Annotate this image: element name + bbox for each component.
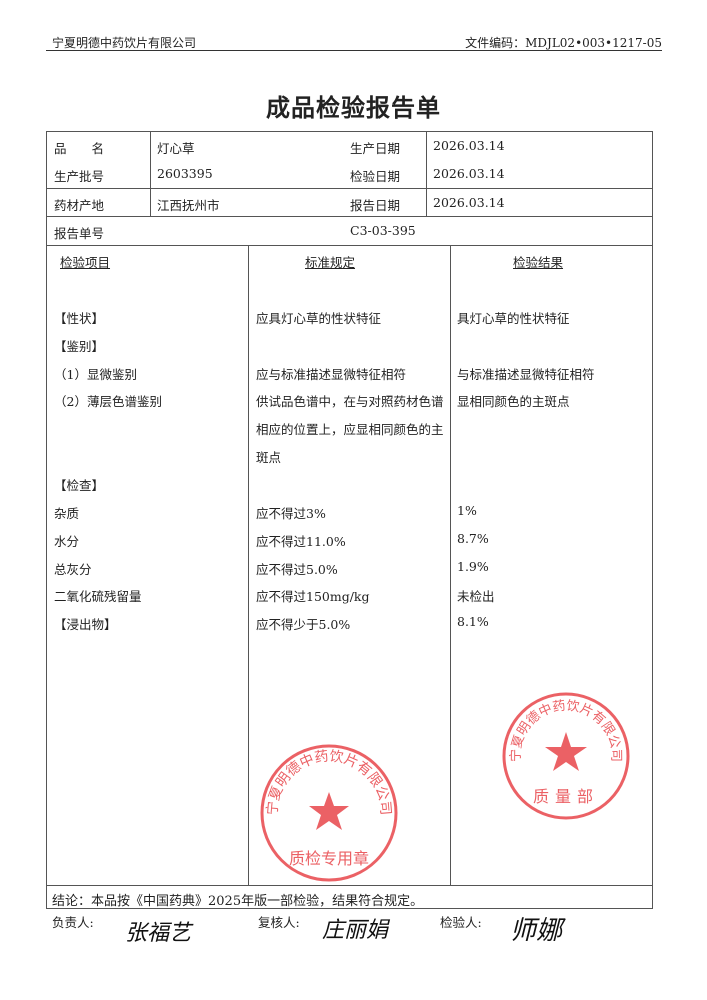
row-standard: 相应的位置上，应显相同颜色的主 (256, 422, 444, 437)
row-item: 杂质 (54, 506, 80, 521)
row-item: 【检查】 (54, 478, 105, 493)
origin-value: 江西抚州市 (157, 198, 220, 213)
row-item: 【鉴别】 (54, 339, 105, 354)
row-result: 与标准描述显微特征相符 (457, 367, 595, 382)
row-result: 1.9% (457, 559, 489, 574)
reviewer-label: 复核人: (258, 915, 300, 930)
prod-date-label: 生产日期 (350, 141, 401, 156)
row-item: 水分 (54, 534, 80, 549)
test-date-value: 2026.03.14 (433, 166, 505, 181)
row-result: 8.1% (457, 614, 489, 629)
row-standard: 应不得过3% (256, 506, 326, 521)
column-header-item: 检验项目 (60, 255, 111, 270)
report-date-label: 报告日期 (350, 198, 401, 213)
row-item: （1）显微鉴别 (54, 367, 137, 382)
row-standard: 应不得过11.0% (256, 534, 346, 549)
quality-dept-stamp: 宁夏明德中药饮片有限公司 质量部 (502, 692, 630, 820)
reviewer-signature: 庄丽娟 (322, 918, 389, 943)
header-divider (46, 50, 662, 51)
row-item: 【性状】 (54, 311, 105, 326)
row-result: 未检出 (457, 589, 495, 604)
report-no-label: 报告单号 (54, 226, 105, 241)
origin-label: 药材产地 (54, 198, 105, 213)
svg-text:质量部: 质量部 (533, 787, 599, 806)
name-label: 品 名 (54, 141, 105, 156)
column-header-result: 检验结果 (513, 255, 564, 270)
row-item: （2）薄层色谱鉴别 (54, 394, 162, 409)
inspector-signature: 师娜 (510, 916, 563, 946)
inspector-label: 检验人: (440, 915, 482, 930)
page-title: 成品检验报告单 (266, 93, 441, 122)
conclusion: 结论：本品按《中国药典》2025年版一部检验，结果符合规定。 (52, 894, 424, 909)
row-standard: 应不得过150mg/kg (256, 589, 370, 604)
row-result: 显相同颜色的主斑点 (457, 394, 570, 409)
row-standard: 应不得过5.0% (256, 562, 338, 577)
prod-date-value: 2026.03.14 (433, 138, 505, 153)
report-date-value: 2026.03.14 (433, 195, 505, 210)
row-standard: 斑点 (256, 450, 282, 465)
row-standard: 应具灯心草的性状特征 (256, 311, 382, 326)
name-value: 灯心草 (157, 141, 195, 156)
row-item: 【浸出物】 (54, 617, 117, 632)
row-item: 二氧化硫残留量 (54, 589, 142, 604)
row-standard: 供试品色谱中，在与对照药材色谱 (256, 394, 444, 409)
test-date-label: 检验日期 (350, 169, 401, 184)
row-result: 8.7% (457, 531, 489, 546)
report-no-value: C3-03-395 (350, 223, 416, 238)
quality-inspection-stamp: 宁夏明德中药饮片有限公司 质检专用章 (260, 744, 398, 882)
row-standard: 应不得少于5.0% (256, 617, 351, 632)
svg-text:质检专用章: 质检专用章 (289, 849, 369, 868)
row-result: 具灯心草的性状特征 (457, 311, 570, 326)
row-item: 总灰分 (54, 562, 92, 577)
responsible-signature: 张福艺 (125, 921, 192, 946)
responsible-label: 负责人: (52, 915, 94, 930)
document-number: 文件编码：MDJL02•003•1217-05 (465, 36, 662, 50)
batch-label: 生产批号 (54, 169, 105, 184)
row-standard: 应与标准描述显微特征相符 (256, 367, 407, 382)
batch-value: 2603395 (157, 166, 213, 181)
row-result: 1% (457, 503, 477, 518)
company-name: 宁夏明德中药饮片有限公司 (52, 36, 197, 50)
column-header-standard: 标准规定 (305, 255, 356, 270)
